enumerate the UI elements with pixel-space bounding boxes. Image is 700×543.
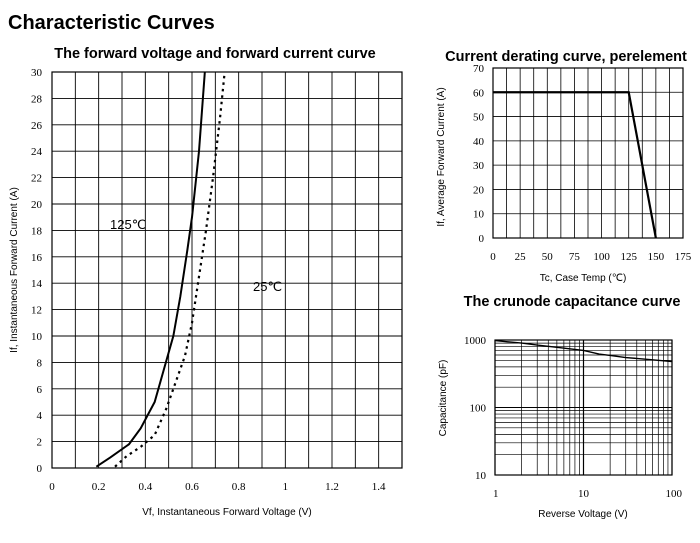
forward-curve-frame [51,71,403,469]
x-axis-label: Tc, Case Temp (℃) [540,273,627,284]
y-tick-label: 100 [470,403,487,415]
x-tick-label: 175 [675,251,692,263]
y-tick-label: 26 [31,120,43,132]
x-tick-label: 0.4 [138,481,152,493]
y-tick-label: 50 [473,112,485,124]
derating-series-line [493,91,657,239]
derating-curve-grid [492,67,684,239]
x-tick-label: 1 [283,481,289,493]
capacitance-series-line [494,339,673,363]
y-tick-label: 30 [31,67,43,79]
y-tick-label: 10 [473,209,485,221]
forward-curve-title: The forward voltage and forward current … [54,46,376,62]
annotation-125c: 125℃ [110,217,146,232]
x-tick-label: 100 [593,251,610,263]
capacitance-curve-frame [494,339,673,476]
y-tick-label: 20 [31,199,43,211]
x-tick-label: 1.2 [325,481,339,493]
forward-curve-grid [51,71,403,469]
y-tick-label: 0 [37,463,43,475]
x-tick-label: 0.2 [92,481,106,493]
y-tick-label: 20 [473,184,485,196]
series-line-25c [114,71,226,468]
x-tick-label: 0.6 [185,481,199,493]
y-tick-label: 10 [475,470,487,482]
y-tick-label: 30 [473,160,485,172]
annotation-25c: 25℃ [253,279,282,294]
y-axis-label: If, Instantaneous Forward Current (A) [9,187,20,353]
x-axis-label: Reverse Voltage (V) [538,509,628,520]
capacitance-curve-title: The crunode capacitance curve [464,294,681,310]
y-tick-label: 24 [31,146,43,158]
y-tick-label: 1000 [464,335,487,347]
y-tick-label: 4 [37,410,43,422]
y-tick-label: 2 [37,437,43,449]
y-tick-label: 22 [31,173,42,185]
y-tick-label: 40 [473,136,485,148]
x-tick-label: 125 [620,251,637,263]
x-axis-label: Vf, Instantaneous Forward Voltage (V) [142,507,312,518]
series-line-125c [95,71,206,468]
y-tick-label: 60 [473,87,485,99]
derating-curve-title: Current derating curve, perelement [445,49,687,65]
y-axis-label: If, Average Forward Current (A) [436,87,447,226]
capacitance-curve-grid [494,339,673,476]
x-tick-label: 50 [542,251,554,263]
derating-curve-frame [492,67,684,239]
page-title: Characteristic Curves [8,12,215,34]
y-tick-label: 6 [37,384,43,396]
x-tick-label: 100 [666,488,683,500]
x-tick-label: 10 [578,488,590,500]
x-tick-label: 0.8 [232,481,246,493]
x-tick-label: 25 [515,251,527,263]
x-tick-label: 75 [569,251,581,263]
x-tick-label: 1 [493,488,499,500]
y-tick-label: 16 [31,252,43,264]
y-tick-label: 70 [473,63,485,75]
y-tick-label: 12 [31,305,42,317]
y-tick-label: 10 [31,331,43,343]
y-tick-label: 0 [479,233,485,245]
x-tick-label: 0 [490,251,496,263]
y-tick-label: 8 [37,357,43,369]
y-tick-label: 14 [31,278,43,290]
y-axis-label: Capacitance (pF) [438,360,449,437]
x-tick-label: 0 [49,481,55,493]
x-tick-label: 150 [648,251,665,263]
y-tick-label: 18 [31,225,43,237]
y-tick-label: 28 [31,93,43,105]
x-tick-label: 1.4 [372,481,386,493]
